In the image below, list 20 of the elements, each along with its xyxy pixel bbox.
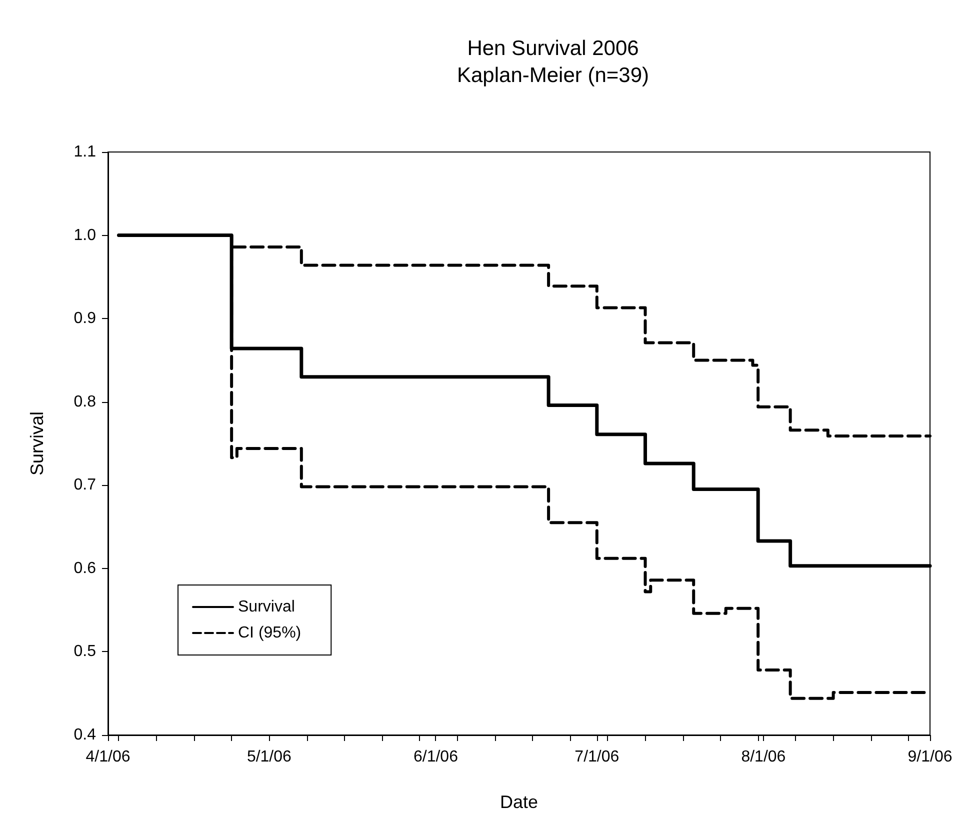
y-tick-label: 0.9 [74,310,96,328]
y-tick-label: 1.1 [74,144,96,160]
legend-label: Survival [238,598,295,616]
y-tick-label: 0.7 [74,476,96,494]
x-tick-label: 9/1/06 [908,748,952,766]
x-axis-title: Date [500,792,538,812]
y-tick-label: 1.0 [74,226,96,244]
y-tick-label: 0.8 [74,393,96,410]
x-tick-label: 6/1/06 [413,748,458,766]
y-tick-label: 0.5 [74,643,96,660]
y-tick-label: 0.4 [74,726,96,744]
chart-subtitle: Kaplan-Meier (n=39) [456,64,650,87]
x-tick-label: 4/1/06 [86,748,130,766]
legend-label: CI (95%) [238,624,302,642]
y-axis-title: Survival [27,411,47,476]
x-tick-label: 8/1/06 [741,748,786,766]
chart-title: Hen Survival 2006 [467,37,639,60]
x-tick-label: 5/1/06 [246,748,292,766]
y-tick-label: 0.6 [74,560,96,577]
x-tick-label: 7/1/06 [574,748,620,766]
